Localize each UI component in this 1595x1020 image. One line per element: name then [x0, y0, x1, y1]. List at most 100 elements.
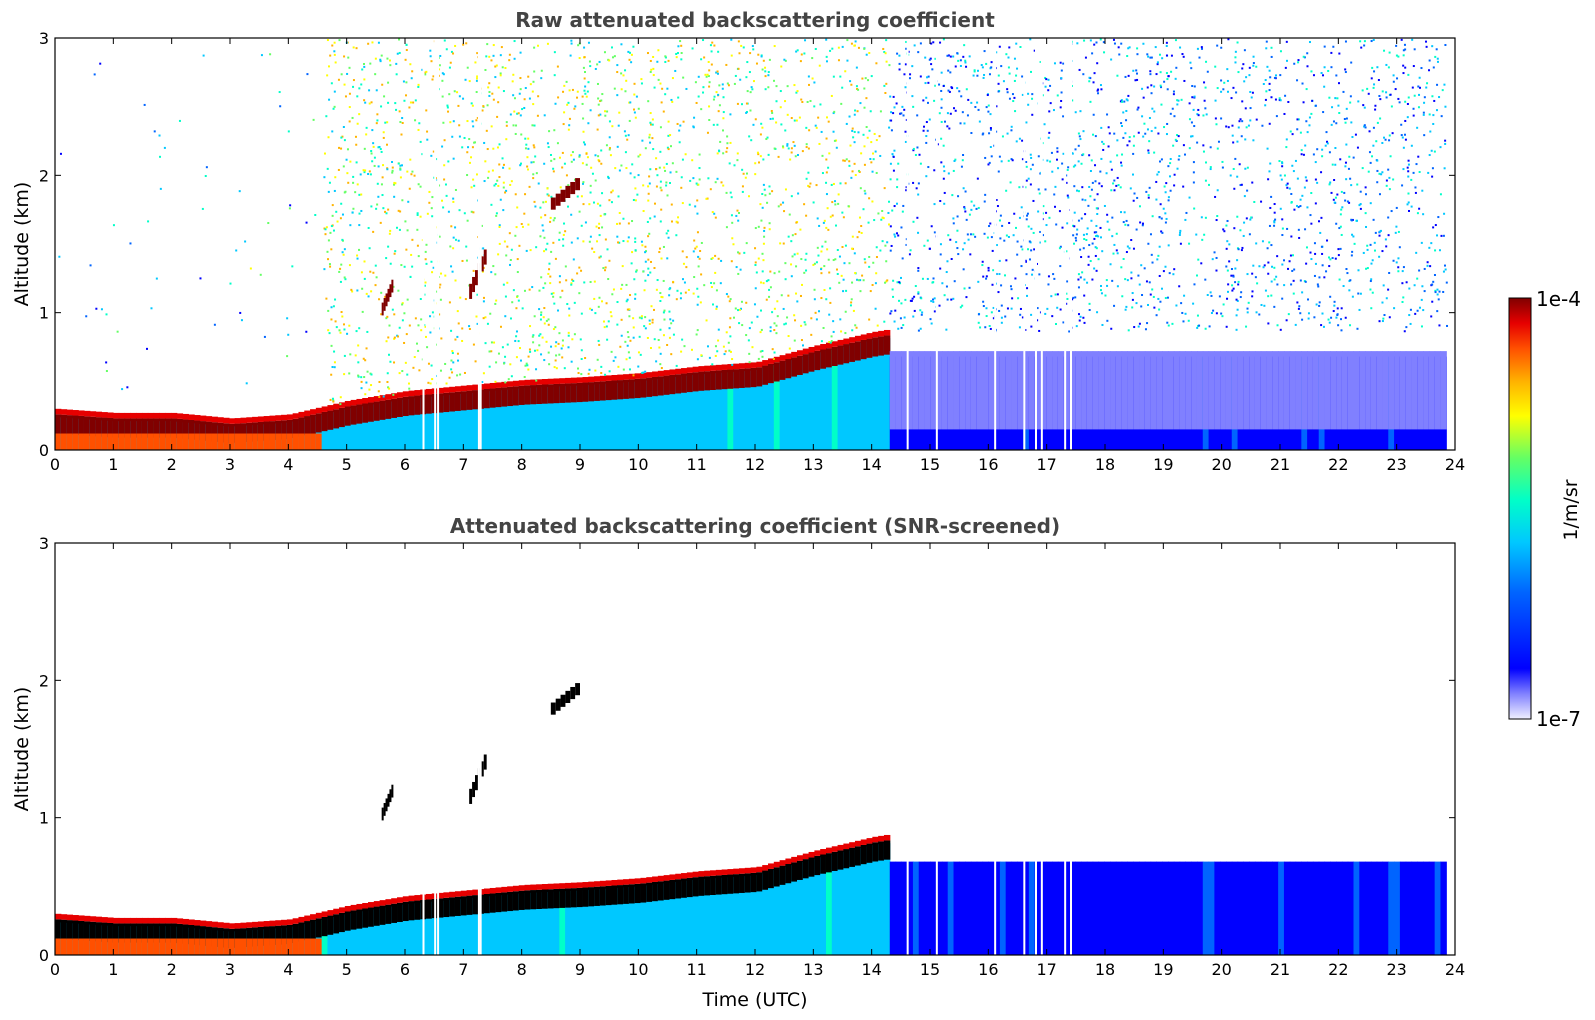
x-tick-label: 22 — [1328, 455, 1348, 474]
noise-speckle — [983, 200, 986, 203]
noise-speckle — [705, 197, 708, 200]
noise-speckle — [613, 55, 616, 58]
noise-speckle — [754, 162, 757, 165]
noise-speckle — [707, 75, 710, 78]
noise-speckle — [523, 212, 526, 215]
noise-speckle — [515, 356, 518, 359]
noise-speckle — [1089, 39, 1092, 42]
dense-lower-band — [1104, 351, 1111, 430]
noise-speckle — [1018, 216, 1021, 219]
noise-speckle — [553, 129, 556, 132]
noise-speckle — [279, 105, 282, 108]
noise-speckle — [988, 324, 991, 327]
noise-speckle — [921, 277, 924, 280]
noise-speckle — [572, 158, 575, 161]
noise-speckle — [1273, 203, 1276, 206]
noise-speckle — [1268, 224, 1271, 227]
noise-speckle — [707, 60, 710, 63]
noise-speckle — [409, 101, 412, 104]
noise-speckle — [1045, 78, 1048, 81]
noise-speckle — [1099, 84, 1102, 87]
noise-speckle — [327, 329, 330, 332]
noise-speckle — [374, 73, 377, 76]
noise-speckle — [1376, 66, 1379, 69]
noise-speckle — [327, 136, 330, 139]
noise-speckle — [883, 187, 886, 190]
noise-speckle — [1435, 48, 1438, 51]
noise-speckle — [858, 216, 861, 219]
layer-edge-band — [391, 393, 398, 399]
noise-speckle — [982, 305, 985, 308]
noise-speckle — [671, 162, 674, 165]
noise-speckle — [861, 274, 864, 277]
noise-speckle — [637, 351, 640, 354]
noise-speckle — [710, 281, 713, 284]
noise-speckle — [1308, 124, 1311, 127]
noise-speckle — [780, 123, 783, 126]
noise-speckle — [1195, 274, 1198, 277]
noise-speckle — [1077, 286, 1080, 289]
noise-speckle — [1418, 93, 1421, 96]
noise-speckle — [441, 95, 444, 98]
noise-speckle — [535, 379, 538, 382]
noise-speckle — [578, 155, 581, 158]
aerosol-column — [704, 373, 711, 450]
noise-speckle — [549, 220, 552, 223]
noise-speckle — [718, 104, 721, 107]
noise-speckle — [393, 336, 396, 339]
noise-speckle — [1363, 106, 1366, 109]
noise-speckle — [1349, 279, 1352, 282]
noise-speckle — [764, 66, 767, 69]
noise-speckle — [558, 156, 561, 159]
noise-speckle — [464, 298, 467, 301]
noise-speckle — [797, 192, 800, 195]
noise-speckle — [1102, 142, 1105, 145]
noise-speckle — [1078, 68, 1081, 71]
noise-speckle — [1344, 121, 1347, 124]
noise-speckle — [844, 310, 847, 313]
noise-speckle — [634, 116, 637, 119]
noise-speckle — [998, 259, 1001, 262]
noise-speckle — [589, 184, 592, 187]
noise-speckle — [1392, 80, 1395, 83]
noise-speckle — [451, 350, 454, 353]
noise-speckle — [1237, 248, 1240, 251]
noise-speckle — [1407, 159, 1410, 162]
noise-speckle — [1378, 172, 1381, 175]
layer-edge-band — [95, 916, 102, 923]
noise-speckle — [1327, 69, 1330, 72]
noise-speckle — [967, 98, 970, 101]
noise-speckle — [567, 184, 570, 187]
noise-speckle — [597, 97, 600, 100]
noise-speckle — [826, 248, 829, 251]
noise-speckle — [1044, 312, 1047, 315]
layer-top-band — [211, 422, 218, 442]
noise-speckle — [832, 75, 835, 78]
noise-speckle — [766, 201, 769, 204]
noise-speckle — [1165, 72, 1168, 75]
noise-speckle — [901, 105, 904, 108]
dense-lower-band — [1191, 351, 1198, 430]
aerosol-column — [339, 410, 346, 450]
noise-speckle — [1008, 46, 1011, 49]
noise-speckle — [1268, 69, 1271, 72]
noise-speckle — [632, 198, 635, 201]
noise-speckle — [529, 83, 532, 86]
noise-speckle — [832, 259, 835, 262]
noise-speckle — [1323, 85, 1326, 88]
noise-speckle — [796, 300, 799, 303]
layer-top-band — [147, 418, 155, 438]
noise-speckle — [767, 279, 770, 282]
noise-speckle — [1369, 288, 1372, 291]
noise-speckle — [503, 240, 506, 243]
noise-speckle — [1242, 63, 1245, 66]
noise-speckle — [365, 126, 368, 129]
noise-speckle — [397, 335, 400, 338]
surface-band — [240, 433, 247, 450]
noise-speckle — [1337, 248, 1340, 251]
noise-speckle — [463, 212, 466, 215]
noise-speckle — [1103, 51, 1106, 54]
noise-speckle — [1273, 305, 1276, 308]
noise-speckle — [796, 90, 799, 93]
noise-speckle — [1343, 191, 1346, 194]
